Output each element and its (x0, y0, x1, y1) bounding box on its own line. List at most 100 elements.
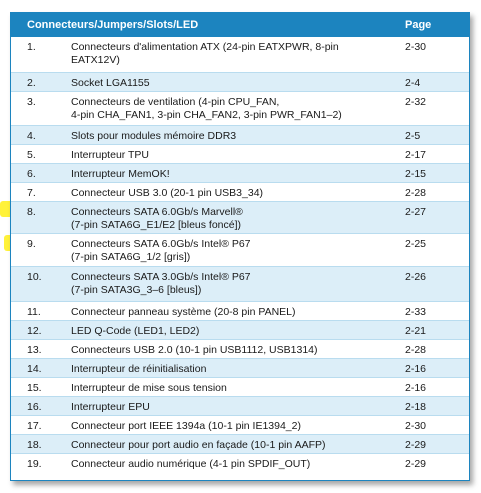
row-page: 2-15 (405, 168, 427, 180)
description-line: 4-pin CHA_FAN1, 3-pin CHA_FAN2, 3-pin PW… (71, 109, 342, 121)
description-line: Connecteur panneau système (20-8 pin PAN… (71, 306, 296, 318)
row-description: Interrupteur TPU (71, 149, 401, 162)
connectors-table: Connecteurs/Jumpers/Slots/LED Page 1. Con… (10, 12, 470, 481)
row-description: Interrupteur de mise sous tension (71, 382, 401, 395)
row-description: Socket LGA1155 (71, 77, 401, 90)
row-page: 2-17 (405, 149, 427, 161)
row-number: 17. (27, 420, 42, 432)
row-page: 2-25 (405, 238, 427, 250)
row-description: Connecteur panneau système (20-8 pin PAN… (71, 306, 401, 319)
row-page: 2-29 (405, 439, 427, 451)
table-row: 8. Connecteurs SATA 6.0Gb/s Marvell® (7-pi… (11, 201, 469, 233)
row-description: Connecteurs SATA 6.0Gb/s Marvell® (7-pin … (71, 206, 401, 232)
row-page: 2-28 (405, 187, 427, 199)
table-row: 15. Interrupteur de mise sous tension 2-16 (11, 377, 469, 396)
description-line: Interrupteur de mise sous tension (71, 382, 227, 394)
row-description: Connecteur audio numérique (4-1 pin SPDI… (71, 458, 401, 471)
row-description: Connecteurs SATA 3.0Gb/s Intel® P67 (7-pi… (71, 271, 401, 297)
description-line: Connecteur audio numérique (4-1 pin SPDI… (71, 458, 311, 470)
description-line: Connecteur port IEEE 1394a (10-1 pin IE1… (71, 420, 301, 432)
row-description: Slots pour modules mémoire DDR3 (71, 130, 401, 143)
row-description: Connecteur pour port audio en façade (10… (71, 439, 401, 452)
description-line: Slots pour modules mémoire DDR3 (71, 130, 237, 142)
row-page: 2-29 (405, 458, 427, 470)
table-row: 11. Connecteur panneau système (20-8 pin … (11, 301, 469, 320)
description-line: Interrupteur EPU (71, 401, 150, 413)
row-page: 2-26 (405, 271, 427, 283)
table-row: 5. Interrupteur TPU 2-17 (11, 144, 469, 163)
description-line: Connecteur USB 3.0 (20-1 pin USB3_34) (71, 187, 264, 199)
row-number: 4. (27, 130, 36, 142)
header-title: Connecteurs/Jumpers/Slots/LED (27, 19, 199, 31)
row-description: Connecteurs d'alimentation ATX (24-pin E… (71, 41, 401, 67)
row-description: LED Q-Code (LED1, LED2) (71, 325, 401, 338)
row-description: Connecteur USB 3.0 (20-1 pin USB3_34) (71, 187, 401, 200)
header-page: Page (405, 19, 432, 31)
table-row: 16. Interrupteur EPU 2-18 (11, 396, 469, 415)
row-description: Interrupteur EPU (71, 401, 401, 414)
description-line: Socket LGA1155 (71, 77, 150, 89)
row-number: 2. (27, 77, 36, 89)
table-body: 1. Connecteurs d'alimentation ATX (24-pin… (11, 37, 469, 471)
table-row: 6. Interrupteur MemOK! 2-15 (11, 163, 469, 182)
description-line: Interrupteur TPU (71, 149, 150, 161)
row-number: 11. (27, 306, 41, 318)
table-row: 1. Connecteurs d'alimentation ATX (24-pin… (11, 37, 469, 72)
row-page: 2-16 (405, 363, 427, 375)
description-line: EATX12V) (71, 54, 120, 66)
row-description: Connecteurs USB 2.0 (10-1 pin USB1112, U… (71, 344, 401, 357)
row-description: Interrupteur de réinitialisation (71, 363, 401, 376)
row-number: 14. (27, 363, 42, 375)
row-number: 19. (27, 458, 42, 470)
row-number: 16. (27, 401, 42, 413)
description-line: Connecteurs SATA 6.0Gb/s Intel® P67 (71, 238, 251, 250)
row-number: 8. (27, 206, 36, 218)
description-line: Connecteurs USB 2.0 (10-1 pin USB1112, U… (71, 344, 318, 356)
row-description: Interrupteur MemOK! (71, 168, 401, 181)
table-row: 7. Connecteur USB 3.0 (20-1 pin USB3_34) 2… (11, 182, 469, 201)
description-line: Connecteurs d'alimentation ATX (24-pin E… (71, 41, 339, 53)
description-line: Interrupteur MemOK! (71, 168, 170, 180)
row-page: 2-21 (405, 325, 427, 337)
description-line: Interrupteur de réinitialisation (71, 363, 207, 375)
table-row: 2. Socket LGA1155 2-4 (11, 72, 469, 91)
row-page: 2-18 (405, 401, 427, 413)
row-number: 6. (27, 168, 36, 180)
table-row: 12. LED Q-Code (LED1, LED2) 2-21 (11, 320, 469, 339)
description-line: (7-pin SATA6G_1/2 [gris]) (71, 251, 191, 263)
row-page: 2-30 (405, 41, 427, 53)
row-number: 7. (27, 187, 36, 199)
row-page: 2-27 (405, 206, 427, 218)
row-number: 5. (27, 149, 36, 161)
row-page: 2-32 (405, 96, 427, 108)
row-description: Connecteurs de ventilation (4-pin CPU_FA… (71, 96, 401, 122)
row-number: 3. (27, 96, 36, 108)
table-row: 10. Connecteurs SATA 3.0Gb/s Intel® P67 (7… (11, 266, 469, 301)
description-line: (7-pin SATA6G_E1/E2 [bleus foncé]) (71, 219, 242, 231)
description-line: (7-pin SATA3G_3–6 [bleus]) (71, 284, 202, 296)
description-line: Connecteur pour port audio en façade (10… (71, 439, 326, 451)
table-row: 19. Connecteur audio numérique (4-1 pin S… (11, 453, 469, 471)
description-line: Connecteurs SATA 6.0Gb/s Marvell® (71, 206, 243, 218)
row-page: 2-5 (405, 130, 421, 142)
table-row: 9. Connecteurs SATA 6.0Gb/s Intel® P67 (7-… (11, 233, 469, 266)
row-number: 12. (27, 325, 42, 337)
row-page: 2-30 (405, 420, 427, 432)
table-row: 3. Connecteurs de ventilation (4-pin CPU_… (11, 91, 469, 125)
table-row: 13. Connecteurs USB 2.0 (10-1 pin USB1112… (11, 339, 469, 358)
row-page: 2-28 (405, 344, 427, 356)
description-line: Connecteurs SATA 3.0Gb/s Intel® P67 (71, 271, 251, 283)
row-page: 2-4 (405, 77, 421, 89)
row-number: 1. (27, 41, 36, 53)
row-page: 2-33 (405, 306, 427, 318)
table-row: 14. Interrupteur de réinitialisation 2-16 (11, 358, 469, 377)
row-number: 18. (27, 439, 42, 451)
table-row: 18. Connecteur pour port audio en façade … (11, 434, 469, 453)
row-number: 13. (27, 344, 42, 356)
table-row: 17. Connecteur port IEEE 1394a (10-1 pin … (11, 415, 469, 434)
table-header: Connecteurs/Jumpers/Slots/LED Page (11, 13, 469, 37)
row-number: 10. (27, 271, 42, 283)
row-number: 9. (27, 238, 36, 250)
description-line: Connecteurs de ventilation (4-pin CPU_FA… (71, 96, 280, 108)
row-page: 2-16 (405, 382, 427, 394)
